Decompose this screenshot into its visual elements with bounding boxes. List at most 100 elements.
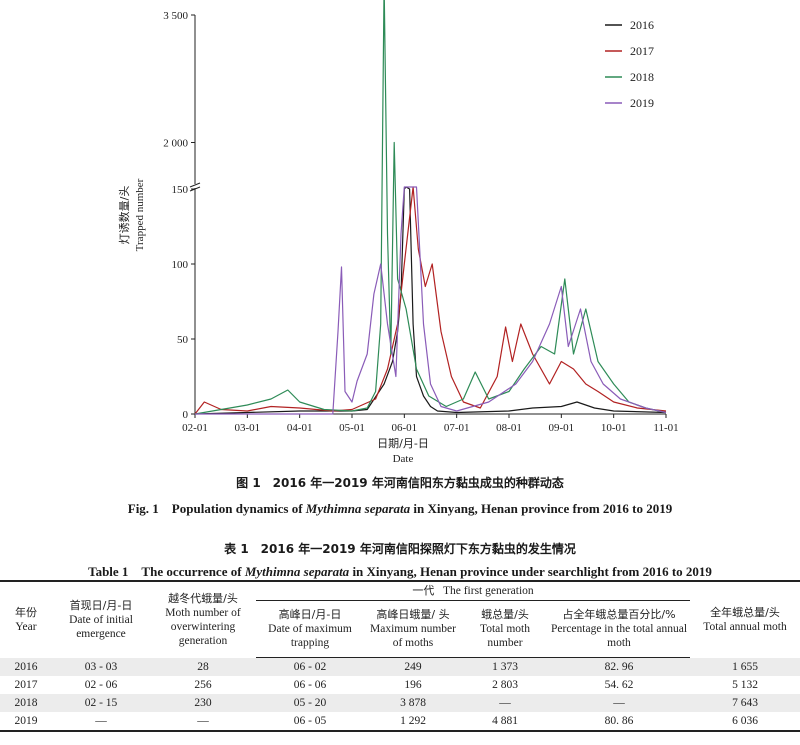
header-total-moth: 蛾总量/头 Total moth number	[462, 600, 548, 658]
cell-overwinter: —	[150, 712, 256, 732]
header-peak-date-en: Date of maximum trapping	[268, 623, 352, 649]
axis-break-mark	[189, 182, 201, 188]
figure-caption-en: Fig. 1 Population dynamics of Mythimna s…	[0, 498, 800, 517]
y-tick-label: 2 000	[163, 138, 188, 150]
header-total-moth-cn: 蛾总量/头	[481, 608, 529, 621]
cell-emergence: 03 - 03	[52, 657, 150, 676]
series-line-2018	[194, 0, 667, 415]
cell-year: 2019	[0, 712, 52, 732]
header-annual-en: Total annual moth	[703, 620, 787, 633]
header-percentage-cn: 占全年蛾总量百分比/%	[562, 608, 676, 621]
x-axis-label-en: Date	[393, 453, 414, 465]
cell-peak-date: 06 - 06	[256, 676, 364, 694]
cell-emergence: —	[52, 712, 150, 732]
cell-emergence: 02 - 06	[52, 676, 150, 694]
cell-total-moth: 4 881	[462, 712, 548, 732]
x-tick-label: 05-01	[339, 422, 365, 434]
occurrence-table: 年份 Year 首现日/月-日 Date of initial emergence …	[0, 580, 800, 732]
figure-1: 02-01 03-01 04-01 05-01 06-01 07-01 08-01 09-01…	[118, 0, 679, 516]
figure-caption-en-prefix: Fig. 1 Population dynamics of	[127, 501, 306, 516]
header-emergence-cn: 首现日/月-日	[69, 598, 133, 612]
cell-total-moth: 2 803	[462, 676, 548, 694]
header-annual: 全年蛾总量/头 Total annual moth	[690, 580, 800, 658]
x-tick-label: 10-01	[601, 422, 627, 434]
chart-legend: 2016 2017 2018 2019	[605, 18, 654, 110]
x-tick-label: 04-01	[287, 422, 313, 434]
header-overwinter-cn: 越冬代蛾量/头	[168, 591, 238, 605]
header-peak-moths-en: Maximum number of moths	[370, 623, 456, 649]
y-axis-label-en: Trapped number	[134, 178, 146, 251]
x-tick-label: 07-01	[444, 422, 470, 434]
series-line-2017	[194, 186, 667, 415]
legend-label: 2016	[630, 18, 654, 32]
cell-peak-moths: 196	[364, 676, 462, 694]
population-chart: 02-01 03-01 04-01 05-01 06-01 07-01 08-01 09-01…	[118, 0, 679, 465]
cell-percentage: 80. 86	[548, 712, 690, 732]
header-year: 年份 Year	[0, 580, 52, 658]
figure-caption-cn: 图 1 2016 年一2019 年河南信阳东方黏虫成虫的种群动态	[236, 476, 564, 490]
cell-total-moth: 1 373	[462, 657, 548, 676]
header-annual-cn: 全年蛾总量/头	[710, 605, 780, 619]
cell-peak-moths: 3 878	[364, 694, 462, 712]
table-title-cn: 表 1 2016 年一2019 年河南信阳探照灯下东方黏虫的发生情况	[224, 542, 576, 556]
cell-peak-moths: 249	[364, 657, 462, 676]
table-row: 2016 03 - 03 28 06 - 02 249 1 373 82. 96 1 655	[0, 657, 800, 676]
x-tick-label: 08-01	[496, 422, 522, 434]
series-line-2016	[194, 186, 667, 415]
header-year-cn: 年份	[15, 605, 37, 619]
cell-percentage: 54. 62	[548, 676, 690, 694]
header-year-en: Year	[15, 620, 37, 633]
header-peak-moths: 高峰日蛾量/ 头 Maximum number of moths	[364, 600, 462, 658]
cell-annual: 7 643	[690, 694, 800, 712]
header-peak-date: 高峰日/月-日 Date of maximum trapping	[256, 600, 364, 658]
y-tick-label: 150	[172, 184, 189, 196]
table-title-en: Table 1 The occurrence of Mythimna separ…	[0, 561, 800, 580]
y-tick-label: 3 500	[163, 10, 188, 22]
x-tick-label: 11-01	[653, 422, 678, 434]
table-title-en-species: Mythimna separata	[244, 564, 350, 579]
y-tick-label: 50	[177, 334, 189, 346]
y-tick-label: 0	[183, 409, 189, 421]
cell-annual: 6 036	[690, 712, 800, 732]
cell-emergence: 02 - 15	[52, 694, 150, 712]
cell-total-moth: —	[462, 694, 548, 712]
x-tick-label: 06-01	[391, 422, 417, 434]
y-axis-label-cn: 灯诱数量/头	[118, 186, 131, 245]
header-overwinter-en: Moth number of overwintering generation	[165, 606, 241, 647]
cell-annual: 5 132	[690, 676, 800, 694]
table-1: 年份 Year 首现日/月-日 Date of initial emergence …	[0, 580, 800, 732]
header-percentage-en: Percentage in the total annual moth	[550, 623, 688, 649]
header-first-gen-cn: 一代	[412, 584, 435, 597]
cell-percentage: 82. 96	[548, 657, 690, 676]
cell-overwinter: 28	[150, 657, 256, 676]
y-tick-label: 100	[172, 259, 189, 271]
cell-peak-moths: 1 292	[364, 712, 462, 732]
header-first-generation: 一代 The first generation	[256, 580, 690, 601]
table-row: 2019— —06 - 05 1 292 4 881 80. 86 6 036	[0, 712, 800, 732]
header-peak-date-cn: 高峰日/月-日	[278, 608, 342, 621]
figure-caption-en-species: Mythimna separata	[305, 501, 411, 516]
header-emergence: 首现日/月-日 Date of initial emergence	[52, 580, 150, 658]
table-row: 2018 02 - 15 230 05 - 20 3 878— —7 643	[0, 694, 800, 712]
cell-peak-date: 05 - 20	[256, 694, 364, 712]
cell-peak-date: 06 - 02	[256, 657, 364, 676]
x-axis-label-cn: 日期/月-日	[377, 437, 429, 450]
header-overwinter: 越冬代蛾量/头 Moth number of overwintering gene…	[150, 580, 256, 658]
table-row: 2017 02 - 06 256 06 - 06 196 2 803 54. 62 5 132	[0, 676, 800, 694]
x-tick-label: 09-01	[548, 422, 574, 434]
cell-year: 2018	[0, 694, 52, 712]
series-line-2019	[195, 186, 667, 415]
header-total-moth-en: Total moth number	[480, 623, 530, 649]
table-body: 2016 03 - 03 28 06 - 02 249 1 373 82. 96 1 655 2…	[0, 657, 800, 732]
x-tick-label: 03-01	[234, 422, 260, 434]
cell-overwinter: 256	[150, 676, 256, 694]
figure-caption-en-suffix: in Xinyang, Henan province from 2016 to …	[410, 501, 673, 516]
chart-series	[194, 0, 667, 415]
legend-label: 2017	[630, 44, 654, 58]
header-peak-moths-cn: 高峰日蛾量/ 头	[376, 608, 450, 621]
cell-year: 2016	[0, 657, 52, 676]
cell-peak-date: 06 - 05	[256, 712, 364, 732]
x-tick-label: 02-01	[182, 422, 208, 434]
header-emergence-en: Date of initial emergence	[69, 613, 133, 640]
